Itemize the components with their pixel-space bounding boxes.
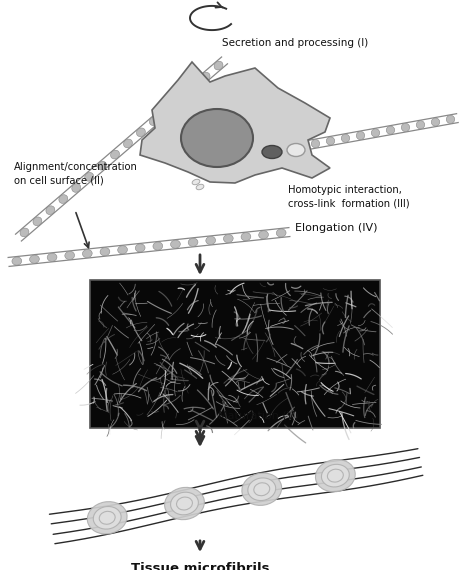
Ellipse shape bbox=[135, 244, 145, 252]
Ellipse shape bbox=[287, 144, 305, 157]
Ellipse shape bbox=[326, 137, 335, 145]
Ellipse shape bbox=[223, 234, 233, 243]
Ellipse shape bbox=[214, 61, 223, 70]
Text: Maturation (V): Maturation (V) bbox=[218, 410, 299, 420]
Ellipse shape bbox=[242, 473, 282, 506]
Ellipse shape bbox=[149, 117, 158, 125]
Ellipse shape bbox=[85, 173, 93, 181]
Ellipse shape bbox=[12, 257, 22, 265]
Ellipse shape bbox=[29, 255, 39, 263]
Ellipse shape bbox=[99, 511, 115, 524]
Ellipse shape bbox=[171, 240, 180, 249]
Ellipse shape bbox=[201, 72, 210, 81]
Ellipse shape bbox=[316, 459, 355, 492]
Polygon shape bbox=[140, 62, 330, 183]
Text: Secretion and processing (I): Secretion and processing (I) bbox=[222, 38, 368, 48]
Ellipse shape bbox=[386, 126, 395, 134]
Ellipse shape bbox=[124, 139, 132, 148]
Ellipse shape bbox=[163, 105, 171, 115]
Ellipse shape bbox=[196, 184, 204, 190]
Ellipse shape bbox=[82, 250, 92, 258]
Ellipse shape bbox=[93, 507, 121, 529]
Ellipse shape bbox=[401, 123, 410, 132]
Ellipse shape bbox=[181, 109, 253, 167]
Ellipse shape bbox=[87, 502, 127, 534]
Ellipse shape bbox=[164, 487, 204, 520]
Ellipse shape bbox=[46, 206, 55, 214]
Ellipse shape bbox=[171, 492, 199, 515]
Ellipse shape bbox=[98, 161, 107, 170]
Ellipse shape bbox=[356, 132, 365, 140]
Ellipse shape bbox=[248, 478, 276, 500]
Ellipse shape bbox=[276, 229, 286, 237]
Bar bbox=[90, 280, 380, 428]
Text: Elongation (IV): Elongation (IV) bbox=[295, 223, 377, 233]
Ellipse shape bbox=[72, 184, 81, 192]
Text: Alignment/concentration
on cell surface (II): Alignment/concentration on cell surface … bbox=[14, 162, 138, 185]
Ellipse shape bbox=[241, 233, 251, 241]
Ellipse shape bbox=[447, 115, 455, 123]
Ellipse shape bbox=[321, 465, 349, 487]
Ellipse shape bbox=[176, 497, 192, 510]
Ellipse shape bbox=[59, 195, 68, 203]
Ellipse shape bbox=[33, 217, 42, 226]
Ellipse shape bbox=[416, 121, 425, 129]
Ellipse shape bbox=[192, 180, 200, 185]
Ellipse shape bbox=[311, 140, 319, 148]
Ellipse shape bbox=[118, 246, 128, 254]
Ellipse shape bbox=[65, 251, 74, 259]
Text: Homotypic interaction,
cross-link  formation (III): Homotypic interaction, cross-link format… bbox=[288, 185, 410, 208]
Ellipse shape bbox=[188, 83, 197, 92]
Ellipse shape bbox=[328, 469, 343, 482]
Ellipse shape bbox=[20, 228, 29, 237]
Ellipse shape bbox=[371, 129, 380, 137]
Ellipse shape bbox=[153, 242, 163, 250]
Ellipse shape bbox=[100, 247, 110, 256]
Ellipse shape bbox=[206, 237, 216, 245]
Ellipse shape bbox=[188, 238, 198, 246]
Ellipse shape bbox=[431, 118, 440, 126]
Text: Tissue microfibrils: Tissue microfibrils bbox=[131, 562, 269, 570]
Ellipse shape bbox=[254, 483, 270, 496]
Ellipse shape bbox=[137, 128, 146, 137]
Ellipse shape bbox=[262, 145, 282, 158]
Ellipse shape bbox=[259, 231, 268, 239]
Ellipse shape bbox=[341, 134, 350, 142]
Ellipse shape bbox=[110, 150, 119, 159]
Ellipse shape bbox=[175, 95, 184, 103]
Ellipse shape bbox=[47, 253, 57, 262]
